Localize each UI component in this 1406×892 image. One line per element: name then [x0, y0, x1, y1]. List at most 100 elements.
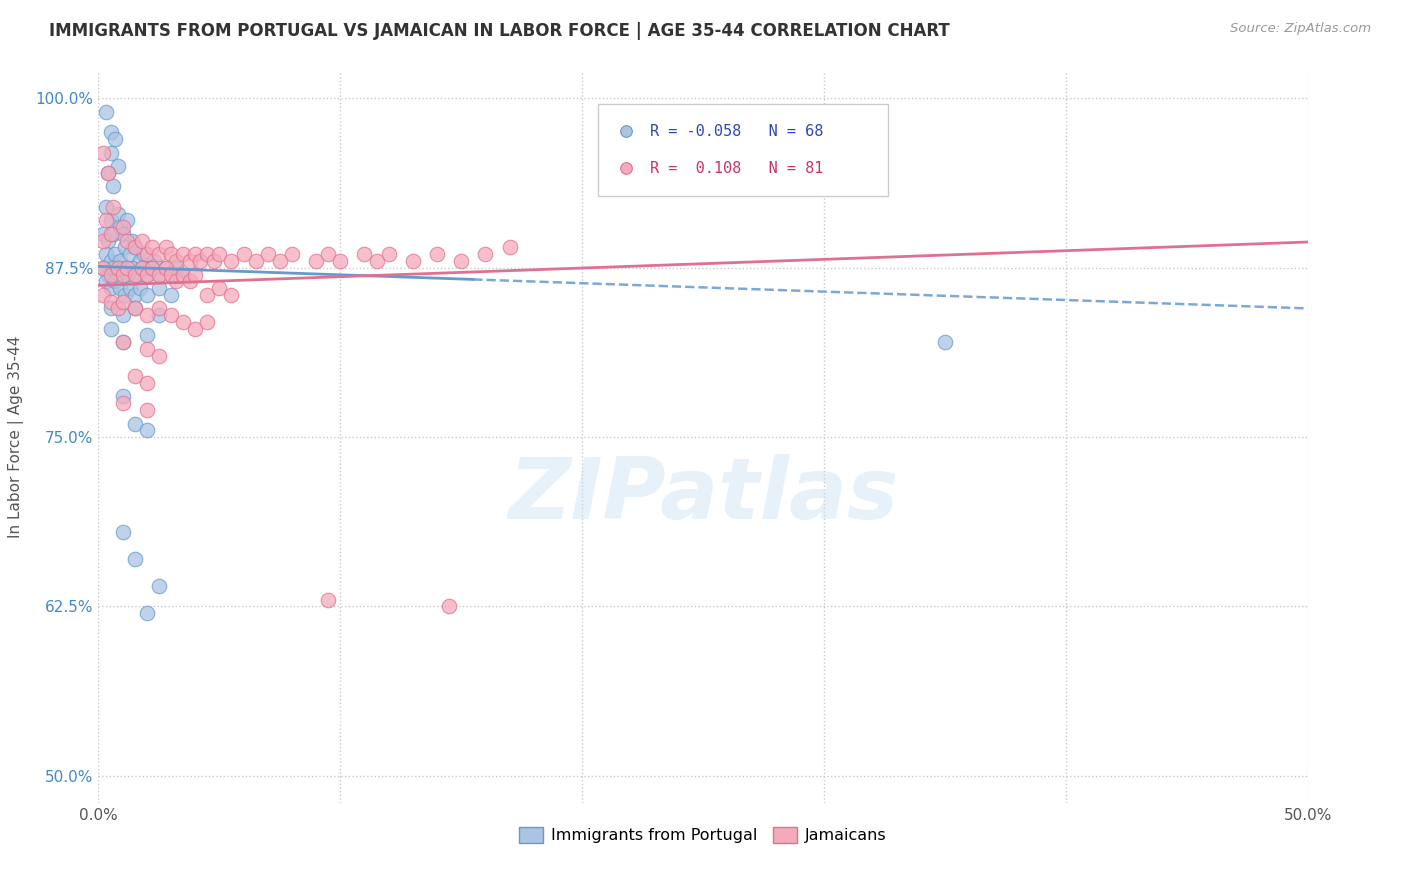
Text: R = -0.058   N = 68: R = -0.058 N = 68 [650, 124, 823, 139]
Point [91, 260, 114, 275]
Point [172, 247, 194, 261]
Point [245, 254, 267, 268]
Point [91, 227, 114, 241]
Point [377, 247, 399, 261]
Point [107, 268, 129, 282]
Point [111, 260, 134, 275]
Point [114, 288, 136, 302]
Point [101, 200, 124, 214]
Point [155, 240, 177, 254]
Point [94, 213, 117, 227]
Point [179, 254, 201, 268]
Point [148, 268, 170, 282]
Point [148, 308, 170, 322]
FancyBboxPatch shape [598, 104, 889, 195]
Point [450, 254, 472, 268]
Point [100, 294, 122, 309]
Point [148, 349, 170, 363]
Point [97, 166, 120, 180]
Point [141, 260, 163, 275]
Point [155, 260, 177, 275]
Point [316, 247, 339, 261]
Point [135, 288, 157, 302]
Point [108, 254, 131, 268]
Point [107, 159, 129, 173]
Point [143, 254, 166, 268]
Text: Source: ZipAtlas.com: Source: ZipAtlas.com [1230, 22, 1371, 36]
Point [118, 281, 141, 295]
Point [128, 281, 150, 295]
Point [165, 274, 187, 288]
Point [111, 389, 134, 403]
Point [131, 260, 153, 275]
Point [135, 328, 157, 343]
Point [94, 200, 117, 214]
Point [104, 247, 127, 261]
Point [100, 301, 122, 316]
Point [184, 247, 207, 261]
Point [179, 274, 201, 288]
Point [100, 322, 122, 336]
Text: IMMIGRANTS FROM PORTUGAL VS JAMAICAN IN LABOR FORCE | AGE 35-44 CORRELATION CHAR: IMMIGRANTS FROM PORTUGAL VS JAMAICAN IN … [49, 22, 950, 40]
Point [195, 247, 218, 261]
Point [97, 166, 120, 180]
Point [172, 268, 194, 282]
Point [111, 308, 134, 322]
Point [134, 247, 156, 261]
Point [124, 240, 146, 254]
Point [117, 260, 139, 275]
Point [232, 247, 254, 261]
Point [165, 254, 187, 268]
Point [366, 254, 388, 268]
Point [94, 247, 117, 261]
Point [117, 268, 139, 282]
Point [437, 599, 460, 614]
Point [208, 281, 231, 295]
Point [124, 240, 146, 254]
Point [138, 260, 160, 275]
Point [107, 206, 129, 220]
Point [97, 234, 120, 248]
Point [1142, 271, 1164, 285]
Point [426, 247, 449, 261]
Point [172, 315, 194, 329]
Point [160, 288, 183, 302]
Point [117, 234, 139, 248]
Point [813, 172, 835, 186]
Point [316, 592, 339, 607]
Point [91, 234, 114, 248]
Point [160, 268, 183, 282]
Point [305, 254, 328, 268]
Point [353, 247, 375, 261]
Point [934, 335, 956, 350]
Point [100, 268, 122, 282]
Point [111, 220, 134, 235]
Point [104, 274, 127, 288]
Point [1142, 202, 1164, 217]
Point [111, 227, 134, 241]
Point [111, 524, 134, 539]
Point [131, 260, 153, 275]
Point [111, 268, 134, 282]
Point [124, 301, 146, 316]
Point [91, 288, 114, 302]
Point [100, 227, 122, 241]
Point [221, 288, 243, 302]
Point [124, 417, 146, 431]
Point [160, 268, 183, 282]
Point [195, 288, 218, 302]
Point [148, 579, 170, 593]
Point [131, 234, 153, 248]
Legend: Immigrants from Portugal, Jamaicans: Immigrants from Portugal, Jamaicans [513, 821, 893, 850]
Point [188, 254, 211, 268]
Point [160, 308, 183, 322]
Point [100, 254, 122, 268]
Point [402, 254, 425, 268]
Point [184, 268, 207, 282]
Point [107, 301, 129, 316]
Point [101, 227, 124, 241]
Point [118, 247, 141, 261]
Point [124, 369, 146, 384]
Point [107, 260, 129, 275]
Point [104, 132, 127, 146]
